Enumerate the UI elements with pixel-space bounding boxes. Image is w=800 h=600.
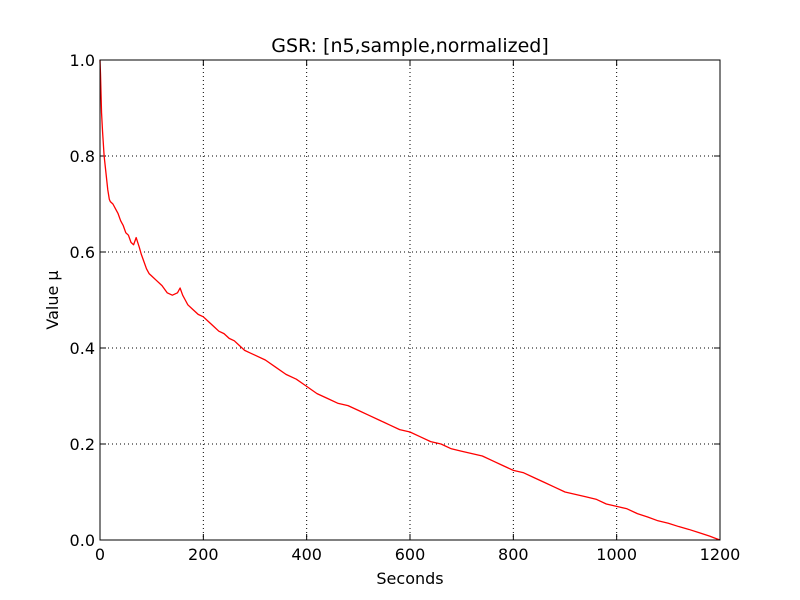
series-line-0 bbox=[99, 59, 721, 541]
y-tick-labels: 0.0 0.2 0.4 0.6 0.8 1.0 bbox=[70, 51, 95, 550]
x-axis-label: Seconds bbox=[376, 569, 443, 588]
plot-frame bbox=[99, 59, 721, 541]
x-tick-label: 200 bbox=[188, 545, 219, 564]
y-tick-label: 0.0 bbox=[70, 531, 95, 550]
series-layer bbox=[99, 59, 721, 541]
y-tick-label: 0.8 bbox=[70, 147, 95, 166]
x-tick-label: 0 bbox=[95, 545, 105, 564]
x-tick-labels: 0 200 400 600 800 1000 1200 bbox=[95, 545, 740, 564]
y-tick-label: 0.4 bbox=[70, 339, 95, 358]
y-tick-label: 0.6 bbox=[70, 243, 95, 262]
y-tick-label: 1.0 bbox=[70, 51, 95, 70]
y-tick-label: 0.2 bbox=[70, 435, 95, 454]
x-tick-label: 800 bbox=[498, 545, 529, 564]
x-tick-label: 1000 bbox=[596, 545, 637, 564]
x-tick-label: 1200 bbox=[700, 545, 741, 564]
grid-lines bbox=[100, 60, 720, 540]
chart-title: GSR: [n5,sample,normalized] bbox=[271, 35, 549, 57]
y-axis-label: Value μ bbox=[43, 270, 62, 329]
x-tick-label: 400 bbox=[291, 545, 322, 564]
x-tick-label: 600 bbox=[395, 545, 426, 564]
